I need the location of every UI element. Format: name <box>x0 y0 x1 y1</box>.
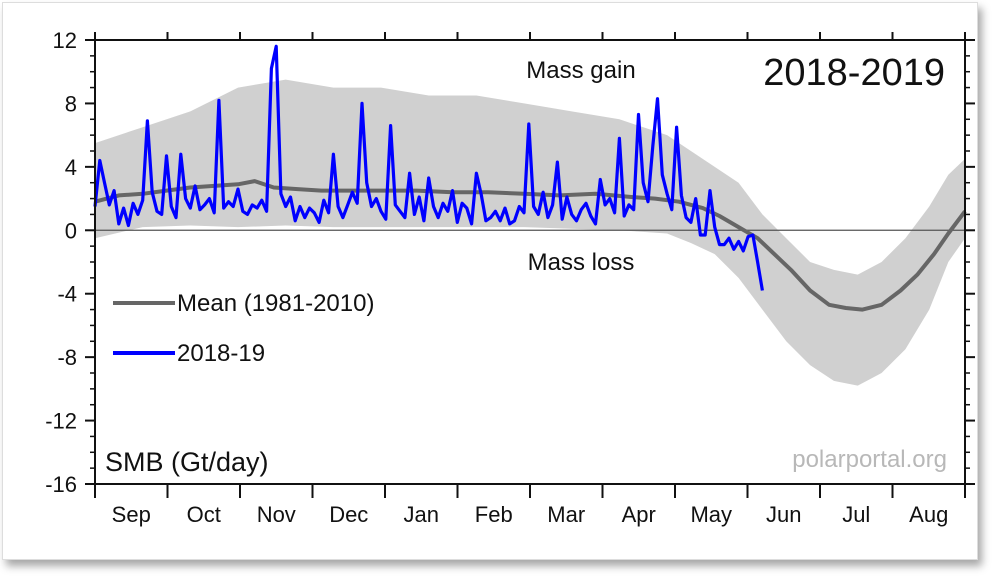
x-tick-label: Nov <box>257 502 296 527</box>
legend: Mean (1981-2010) 2018-19 <box>113 290 374 367</box>
x-tick-label: Sep <box>112 502 151 527</box>
y-unit-label: SMB (Gt/day) <box>105 447 269 477</box>
current-series-layer <box>93 44 764 291</box>
source-credit: polarportal.org <box>792 446 947 473</box>
series-line-mean <box>94 179 967 312</box>
x-tick-label: Aug <box>909 502 948 527</box>
y-tick-label: 12 <box>53 28 77 53</box>
x-tick-label: Jun <box>766 502 801 527</box>
x-tick-label: Mar <box>547 502 585 527</box>
x-tick-label: May <box>690 502 732 527</box>
mean-series-layer <box>94 179 967 312</box>
chart-frame: 12 8 4 0 -4 -8 -12 -16 Sep Oct Nov Dec Jan Feb Mar Apr… <box>2 2 978 560</box>
x-tick-label: Jul <box>842 502 870 527</box>
x-tick-label: Feb <box>475 502 513 527</box>
mass-loss-label: Mass loss <box>528 249 635 276</box>
y-tick-label: -8 <box>57 345 77 370</box>
y-axis: 12 8 4 0 -4 -8 -12 -16 <box>45 28 975 497</box>
y-tick-label: 0 <box>65 218 77 243</box>
x-axis: Sep Oct Nov Dec Jan Feb Mar Apr May Jun Jul Aug <box>94 32 966 527</box>
x-tick-label: Dec <box>329 502 368 527</box>
y-tick-label: -4 <box>57 282 77 307</box>
mass-gain-label: Mass gain <box>526 57 635 84</box>
smb-chart: 12 8 4 0 -4 -8 -12 -16 Sep Oct Nov Dec Jan Feb Mar Apr… <box>45 28 975 527</box>
chart-title: 2018-2019 <box>763 52 945 94</box>
y-tick-label: -12 <box>45 409 77 434</box>
legend-label-mean: Mean (1981-2010) <box>177 290 374 317</box>
y-tick-label: 8 <box>65 91 77 116</box>
y-tick-label: 4 <box>65 155 77 180</box>
x-tick-label: Apr <box>622 502 656 527</box>
x-tick-label: Oct <box>187 502 221 527</box>
range-band <box>95 79 965 386</box>
range-band-layer <box>95 79 965 386</box>
series-line-2018-19 <box>93 44 764 291</box>
y-tick-label: -16 <box>45 472 77 497</box>
x-tick-label: Jan <box>404 502 439 527</box>
legend-label-current: 2018-19 <box>177 340 265 367</box>
